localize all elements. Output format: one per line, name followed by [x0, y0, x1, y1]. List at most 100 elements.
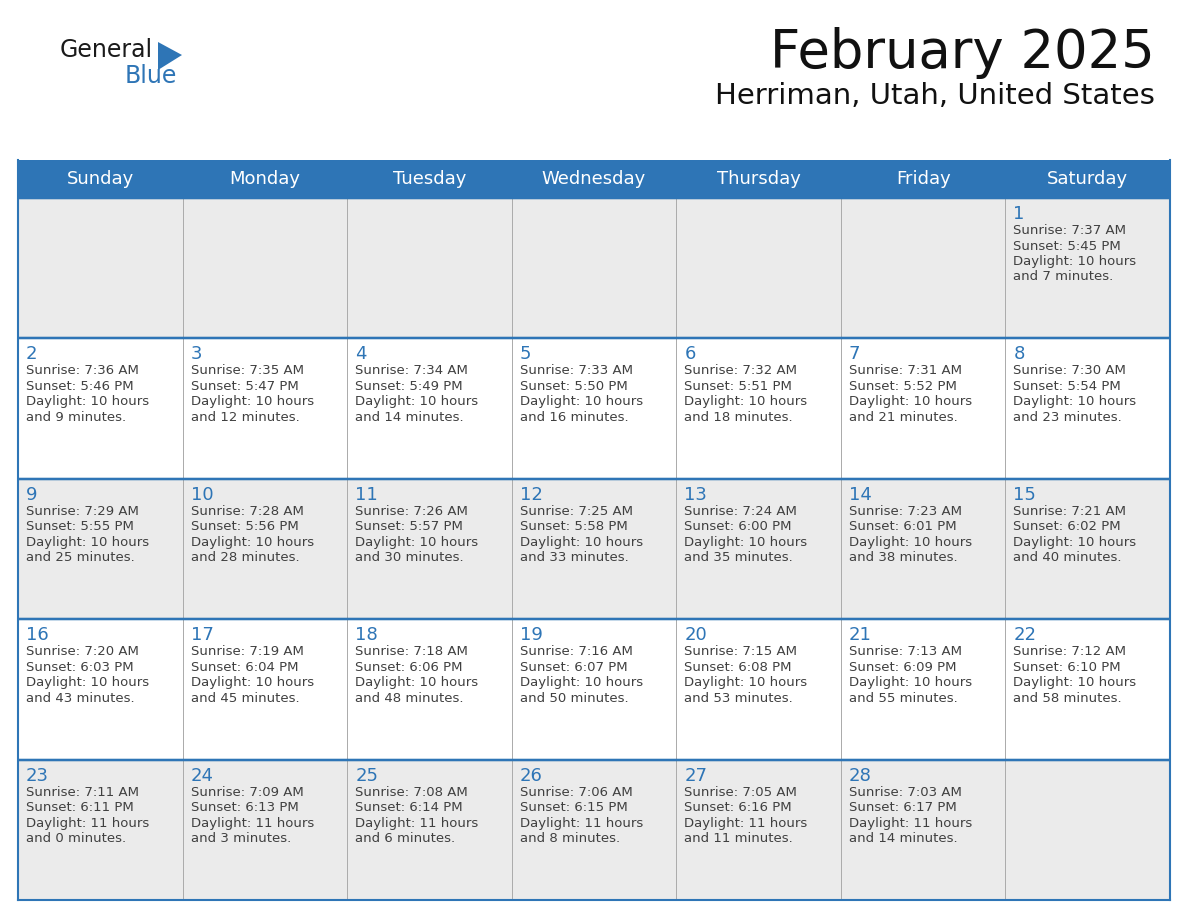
Bar [18, 198, 183, 339]
Text: and 33 minutes.: and 33 minutes. [519, 552, 628, 565]
Bar [676, 759, 841, 900]
Bar [183, 759, 347, 900]
Text: Sunrise: 7:25 AM: Sunrise: 7:25 AM [519, 505, 633, 518]
Text: and 18 minutes.: and 18 minutes. [684, 411, 792, 424]
Text: Daylight: 10 hours: Daylight: 10 hours [684, 677, 808, 689]
Bar [1005, 620, 1170, 759]
Bar [676, 198, 841, 339]
Text: February 2025: February 2025 [770, 27, 1155, 79]
Bar [1005, 479, 1170, 620]
Bar [676, 339, 841, 479]
Text: Daylight: 10 hours: Daylight: 10 hours [684, 396, 808, 409]
Text: Thursday: Thursday [716, 170, 801, 188]
Text: Sunset: 5:54 PM: Sunset: 5:54 PM [1013, 380, 1121, 393]
Text: Monday: Monday [229, 170, 301, 188]
Text: Sunset: 6:10 PM: Sunset: 6:10 PM [1013, 661, 1121, 674]
Text: and 50 minutes.: and 50 minutes. [519, 691, 628, 705]
Text: Tuesday: Tuesday [393, 170, 466, 188]
Bar [841, 198, 1005, 339]
Text: Sunrise: 7:11 AM: Sunrise: 7:11 AM [26, 786, 139, 799]
Text: and 9 minutes.: and 9 minutes. [26, 411, 126, 424]
Text: Sunrise: 7:03 AM: Sunrise: 7:03 AM [849, 786, 962, 799]
Text: Herriman, Utah, United States: Herriman, Utah, United States [715, 82, 1155, 110]
Bar [18, 160, 1170, 198]
Bar [512, 620, 676, 759]
Text: Sunset: 5:55 PM: Sunset: 5:55 PM [26, 521, 134, 533]
Bar [1005, 198, 1170, 339]
Bar [676, 479, 841, 620]
Bar [183, 339, 347, 479]
Text: Sunrise: 7:24 AM: Sunrise: 7:24 AM [684, 505, 797, 518]
Text: Sunset: 6:13 PM: Sunset: 6:13 PM [190, 801, 298, 814]
Text: Sunset: 5:57 PM: Sunset: 5:57 PM [355, 521, 463, 533]
Text: Sunset: 5:58 PM: Sunset: 5:58 PM [519, 521, 627, 533]
Text: 24: 24 [190, 767, 214, 785]
Bar [512, 339, 676, 479]
Text: 8: 8 [1013, 345, 1025, 364]
Bar [512, 479, 676, 620]
Bar [347, 339, 512, 479]
Text: Daylight: 10 hours: Daylight: 10 hours [1013, 396, 1137, 409]
Text: and 53 minutes.: and 53 minutes. [684, 691, 794, 705]
Text: Daylight: 10 hours: Daylight: 10 hours [355, 396, 479, 409]
Text: 16: 16 [26, 626, 49, 644]
Text: Daylight: 10 hours: Daylight: 10 hours [1013, 255, 1137, 268]
Text: 20: 20 [684, 626, 707, 644]
Text: Sunrise: 7:31 AM: Sunrise: 7:31 AM [849, 364, 962, 377]
Bar [347, 479, 512, 620]
Text: 15: 15 [1013, 486, 1036, 504]
Text: Daylight: 10 hours: Daylight: 10 hours [1013, 677, 1137, 689]
Text: Daylight: 11 hours: Daylight: 11 hours [849, 817, 972, 830]
Text: Daylight: 10 hours: Daylight: 10 hours [1013, 536, 1137, 549]
Text: Daylight: 10 hours: Daylight: 10 hours [849, 677, 972, 689]
Text: Blue: Blue [125, 64, 177, 88]
Text: Sunrise: 7:36 AM: Sunrise: 7:36 AM [26, 364, 139, 377]
Text: Sunset: 5:49 PM: Sunset: 5:49 PM [355, 380, 463, 393]
Text: Daylight: 10 hours: Daylight: 10 hours [519, 536, 643, 549]
Bar [1005, 759, 1170, 900]
Text: Sunset: 5:52 PM: Sunset: 5:52 PM [849, 380, 956, 393]
Text: and 43 minutes.: and 43 minutes. [26, 691, 134, 705]
Text: Daylight: 10 hours: Daylight: 10 hours [849, 536, 972, 549]
Text: and 6 minutes.: and 6 minutes. [355, 832, 455, 845]
Text: 10: 10 [190, 486, 213, 504]
Text: Sunset: 6:04 PM: Sunset: 6:04 PM [190, 661, 298, 674]
Text: and 40 minutes.: and 40 minutes. [1013, 552, 1121, 565]
Text: Daylight: 10 hours: Daylight: 10 hours [26, 396, 150, 409]
Text: 2: 2 [26, 345, 38, 364]
Text: Sunrise: 7:20 AM: Sunrise: 7:20 AM [26, 645, 139, 658]
Text: and 30 minutes.: and 30 minutes. [355, 552, 463, 565]
Text: Sunset: 6:07 PM: Sunset: 6:07 PM [519, 661, 627, 674]
Text: Daylight: 11 hours: Daylight: 11 hours [684, 817, 808, 830]
Text: Sunrise: 7:15 AM: Sunrise: 7:15 AM [684, 645, 797, 658]
Text: Sunset: 6:01 PM: Sunset: 6:01 PM [849, 521, 956, 533]
Text: Daylight: 10 hours: Daylight: 10 hours [684, 536, 808, 549]
Text: Sunset: 6:16 PM: Sunset: 6:16 PM [684, 801, 792, 814]
Text: Sunrise: 7:37 AM: Sunrise: 7:37 AM [1013, 224, 1126, 237]
Text: 6: 6 [684, 345, 696, 364]
Bar [841, 479, 1005, 620]
Text: Sunset: 5:47 PM: Sunset: 5:47 PM [190, 380, 298, 393]
Text: and 3 minutes.: and 3 minutes. [190, 832, 291, 845]
Text: Sunset: 5:46 PM: Sunset: 5:46 PM [26, 380, 133, 393]
Text: Daylight: 11 hours: Daylight: 11 hours [26, 817, 150, 830]
Text: 23: 23 [26, 767, 49, 785]
Text: Saturday: Saturday [1047, 170, 1129, 188]
Text: Sunset: 6:11 PM: Sunset: 6:11 PM [26, 801, 134, 814]
Text: Sunset: 6:14 PM: Sunset: 6:14 PM [355, 801, 463, 814]
Text: Daylight: 10 hours: Daylight: 10 hours [190, 396, 314, 409]
Bar [183, 620, 347, 759]
Bar [18, 479, 183, 620]
Text: and 12 minutes.: and 12 minutes. [190, 411, 299, 424]
Text: Sunset: 6:17 PM: Sunset: 6:17 PM [849, 801, 956, 814]
Text: Daylight: 10 hours: Daylight: 10 hours [849, 396, 972, 409]
Text: and 48 minutes.: and 48 minutes. [355, 691, 463, 705]
Text: Sunrise: 7:06 AM: Sunrise: 7:06 AM [519, 786, 632, 799]
Text: and 11 minutes.: and 11 minutes. [684, 832, 794, 845]
Bar [676, 620, 841, 759]
Bar [18, 759, 183, 900]
Text: and 0 minutes.: and 0 minutes. [26, 832, 126, 845]
Text: 17: 17 [190, 626, 214, 644]
Text: and 7 minutes.: and 7 minutes. [1013, 271, 1113, 284]
Text: 25: 25 [355, 767, 378, 785]
